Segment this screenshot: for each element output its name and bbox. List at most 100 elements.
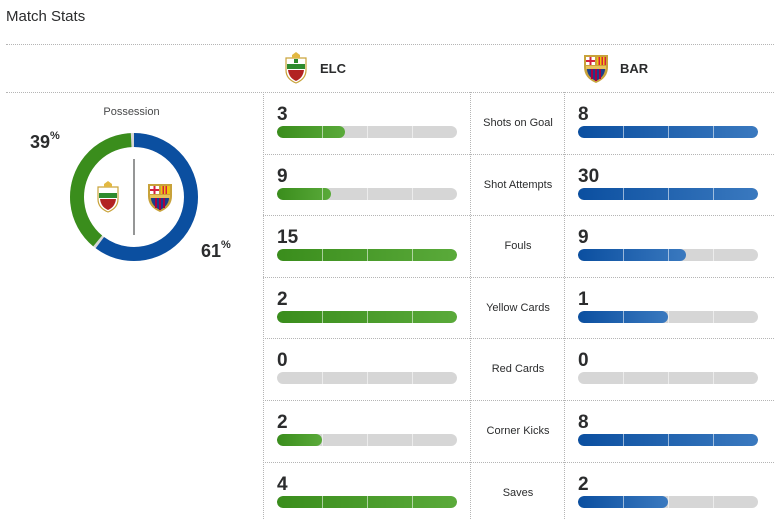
- away-stat-value: 1: [578, 288, 589, 310]
- away-stat-bar: [578, 126, 758, 138]
- home-stat-bar-fill: [277, 434, 322, 446]
- away-possession-value: 61: [201, 241, 222, 261]
- bar-tick: [367, 126, 368, 138]
- bar-tick: [367, 187, 368, 200]
- bar-tick: [367, 495, 368, 508]
- away-stat-value: 0: [578, 350, 589, 372]
- bar-tick: [412, 372, 413, 385]
- stat-name-left-divider: [470, 92, 471, 519]
- bar-tick: [668, 310, 669, 323]
- stat-name: Saves: [502, 486, 534, 499]
- left-column-divider: [263, 92, 264, 519]
- barcelona-crest-icon: [584, 55, 608, 83]
- stat-name: Corner Kicks: [486, 425, 550, 437]
- possession-donut-chart: [70, 133, 198, 261]
- bar-tick: [623, 126, 624, 138]
- away-team-header[interactable]: BAR: [582, 52, 648, 84]
- bar-tick: [322, 434, 323, 446]
- stat-name: Shots on Goal: [483, 117, 553, 129]
- home-stat-value: 3: [277, 104, 288, 125]
- bar-tick: [668, 495, 669, 508]
- home-possession-pct: 39%: [30, 130, 60, 153]
- home-team-header[interactable]: ELC: [282, 52, 346, 84]
- bar-tick: [322, 372, 323, 385]
- away-stat-value: 9: [578, 227, 589, 249]
- bar-tick: [713, 310, 714, 323]
- away-stat-bar: [578, 249, 758, 262]
- away-stat-bar: [578, 495, 758, 508]
- away-stat-value: 8: [578, 104, 589, 125]
- bar-tick: [713, 434, 714, 446]
- bar-tick: [322, 495, 323, 508]
- away-stat-bar: [578, 310, 758, 323]
- bar-tick: [668, 249, 669, 262]
- home-stat-bar-fill: [277, 126, 345, 138]
- row-divider: [263, 215, 774, 216]
- bar-tick: [367, 372, 368, 385]
- home-possession-value: 39: [30, 132, 51, 152]
- stat-name: Red Cards: [491, 363, 545, 376]
- stat-name: Shot Attempts: [483, 178, 553, 191]
- home-team-abbr: ELC: [320, 60, 346, 76]
- bar-tick: [322, 126, 323, 138]
- bar-tick: [412, 310, 413, 323]
- bar-tick: [623, 187, 624, 200]
- bar-tick: [668, 126, 669, 138]
- bar-tick: [623, 434, 624, 446]
- barcelona-crest-icon: [148, 184, 172, 212]
- home-possession-arc: [70, 133, 198, 261]
- bar-tick: [412, 187, 413, 200]
- home-stat-value: 9: [277, 165, 288, 187]
- possession-label: Possession: [103, 106, 160, 118]
- stat-row: 2 Corner Kicks 8: [263, 400, 774, 462]
- stat-row: 9 Shot Attempts 30: [263, 154, 774, 216]
- home-stat-bar: [277, 187, 457, 200]
- home-stat-bar: [277, 372, 457, 385]
- bar-tick: [367, 249, 368, 262]
- home-stat-value: 15: [277, 227, 299, 249]
- home-stat-bar: [277, 249, 457, 262]
- home-stat-bar: [277, 434, 457, 446]
- stat-row: 4 Saves 2: [263, 462, 774, 519]
- bar-tick: [412, 249, 413, 262]
- away-stat-bar: [578, 187, 758, 200]
- away-stat-bar: [578, 372, 758, 385]
- bar-tick: [412, 495, 413, 508]
- home-stat-bar-fill: [277, 187, 331, 200]
- bar-tick: [623, 372, 624, 385]
- away-stat-value: 2: [578, 473, 589, 495]
- home-stat-value: 2: [277, 288, 288, 310]
- bar-tick: [668, 187, 669, 200]
- home-stat-bar: [277, 126, 457, 138]
- stat-row: 3 Shots on Goal 8: [263, 92, 774, 154]
- away-possession-arc: [70, 133, 198, 261]
- stat-row: 2 Yellow Cards 1: [263, 277, 774, 339]
- bar-tick: [623, 310, 624, 323]
- header-divider: [6, 44, 774, 45]
- row-divider: [263, 277, 774, 278]
- stat-name: Yellow Cards: [486, 301, 550, 314]
- stat-row: 0 Red Cards 0: [263, 338, 774, 400]
- home-possession-unit: %: [50, 130, 60, 142]
- away-possession-unit: %: [221, 239, 231, 251]
- home-stat-bar: [277, 310, 457, 323]
- bar-tick: [412, 434, 413, 446]
- stat-name: Fouls: [504, 240, 532, 253]
- away-stat-value: 30: [578, 165, 600, 187]
- bar-tick: [713, 495, 714, 508]
- bar-tick: [668, 434, 669, 446]
- row-divider: [263, 462, 774, 463]
- home-stat-value: 4: [277, 473, 288, 495]
- bar-tick: [713, 372, 714, 385]
- row-divider: [263, 400, 774, 401]
- home-stat-bar: [277, 495, 457, 508]
- bar-tick: [623, 495, 624, 508]
- bar-tick: [322, 187, 323, 200]
- bar-tick: [412, 126, 413, 138]
- bar-tick: [713, 126, 714, 138]
- row-divider: [263, 338, 774, 339]
- away-stat-value: 8: [578, 412, 589, 433]
- header-bottom-divider: [6, 92, 774, 93]
- home-stat-value: 0: [277, 350, 288, 372]
- stat-name-right-divider: [564, 92, 565, 519]
